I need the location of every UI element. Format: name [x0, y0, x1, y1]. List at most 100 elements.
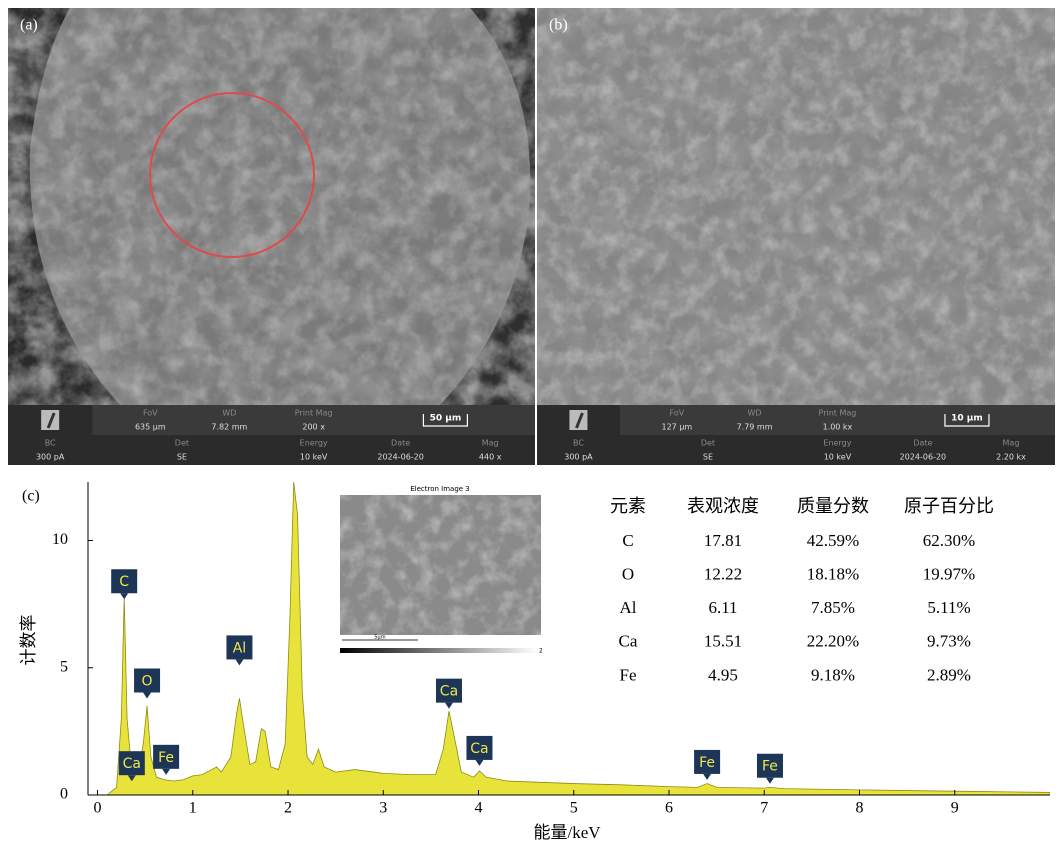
info-key: WD: [222, 409, 236, 418]
x-tick-label: 9: [951, 800, 959, 817]
peak-label-pointer: [235, 659, 244, 666]
peak-label: Al: [233, 640, 246, 656]
icon-slash: [46, 412, 56, 429]
info-value: 2024-06-20: [377, 453, 424, 462]
table-cell: 17.81: [704, 531, 742, 550]
scale-bar: [944, 414, 990, 427]
peak-label: C: [119, 574, 129, 590]
x-tick-label: 6: [665, 800, 673, 817]
x-tick-label: 1: [189, 800, 197, 817]
peak-label: Fe: [762, 759, 778, 775]
info-value: 300 pA: [564, 453, 593, 462]
texture: [537, 8, 1055, 405]
y-axis-label: 计数率: [19, 615, 38, 666]
peak-label-pointer: [703, 773, 712, 780]
info-key: Mag: [1003, 439, 1020, 448]
peak-label-pointer: [120, 593, 129, 600]
x-tick-label: 0: [94, 800, 102, 817]
info-key: Energy: [823, 439, 851, 448]
info-value: 10 keV: [824, 453, 852, 462]
table-cell: 19.97%: [923, 565, 975, 584]
info-value: 127 μm: [662, 423, 693, 432]
peak-label-box: [134, 668, 161, 693]
peak-label: O: [142, 673, 153, 689]
scale-bar: [422, 414, 469, 427]
panel-label: (b): [549, 17, 568, 34]
texture: [340, 495, 541, 635]
x-tick-label: 7: [760, 800, 768, 817]
inset-gradient: [340, 648, 537, 653]
peak-label-box: [694, 749, 721, 774]
info-value: 200 x: [302, 423, 325, 432]
x-tick-label: 8: [856, 800, 864, 817]
info-value: 10 keV: [300, 453, 328, 462]
peak-label-box: [435, 678, 462, 703]
info-key: Det: [701, 439, 715, 448]
info-value: 7.82 mm: [211, 423, 247, 432]
info-value: 7.79 mm: [737, 423, 773, 432]
table-header: 质量分数: [797, 496, 869, 516]
info-value: 635 μm: [135, 423, 166, 432]
highlight-circle: [149, 92, 315, 258]
table-cell: 12.22: [704, 565, 742, 584]
inset-bar-max: 2: [539, 648, 543, 655]
y-tick-label: 5: [60, 658, 68, 675]
table-cell: Al: [620, 598, 637, 617]
info-value: 2.20 kx: [996, 453, 1026, 462]
inset-scale-label: 5μm: [374, 635, 385, 641]
table-cell: 9.18%: [811, 665, 855, 684]
table-cell: O: [622, 565, 634, 584]
x-tick-label: 5: [570, 800, 578, 817]
inset-title: Electron Image 3: [410, 485, 470, 493]
x-tick-label: 3: [379, 800, 387, 817]
table-cell: 42.59%: [807, 531, 859, 550]
table-header: 表观浓度: [687, 496, 759, 516]
table-cell: 4.95: [708, 665, 738, 684]
peak-label-pointer: [475, 759, 484, 766]
info-key: BC: [573, 439, 584, 448]
info-value: 1.00 kx: [823, 423, 853, 432]
info-value: 2024-06-20: [900, 453, 947, 462]
table-cell: Ca: [619, 632, 638, 651]
info-key: Mag: [482, 439, 499, 448]
info-bar-row: [537, 435, 1055, 465]
peak-label-pointer: [444, 702, 453, 709]
x-tick-label: 4: [475, 800, 483, 817]
scale-bar-label: 10 μm: [951, 414, 983, 424]
info-bar-row: [8, 435, 535, 465]
peak-label: Ca: [470, 741, 488, 757]
info-key: FoV: [670, 409, 685, 418]
spectrum-area: [107, 482, 1051, 795]
peak-label-pointer: [127, 775, 136, 782]
table-cell: 5.11%: [927, 598, 970, 617]
peak-label-box: [466, 735, 493, 760]
icon-slash: [575, 412, 584, 429]
info-value: 440 x: [479, 453, 502, 462]
info-key: Date: [391, 439, 410, 448]
info-key: Date: [913, 439, 932, 448]
info-value: 300 pA: [36, 453, 65, 462]
peak-label-pointer: [143, 692, 152, 699]
info-key: FoV: [143, 409, 158, 418]
info-key: Print Mag: [295, 409, 333, 418]
info-key: Energy: [300, 439, 328, 448]
info-value: SE: [703, 453, 713, 462]
table-cell: 15.51: [704, 632, 742, 651]
scale-bar-label: 50 μm: [430, 414, 462, 424]
table-cell: Fe: [620, 665, 637, 684]
peak-label-box: [111, 569, 138, 594]
x-axis-label: 能量/keV: [533, 823, 601, 842]
peak-label-box: [118, 751, 145, 776]
x-tick-label: 2: [284, 800, 292, 817]
panel-label: (c): [22, 488, 40, 505]
peak-label-pointer: [765, 777, 774, 784]
table-cell: 18.18%: [807, 565, 859, 584]
table-cell: 22.20%: [807, 632, 859, 651]
texture: [8, 8, 535, 405]
table-header: 原子百分比: [904, 496, 994, 516]
peak-label-pointer: [162, 768, 171, 775]
table-cell: 62.30%: [923, 531, 975, 550]
table-cell: 6.11: [708, 598, 737, 617]
peak-label: Fe: [158, 750, 174, 766]
